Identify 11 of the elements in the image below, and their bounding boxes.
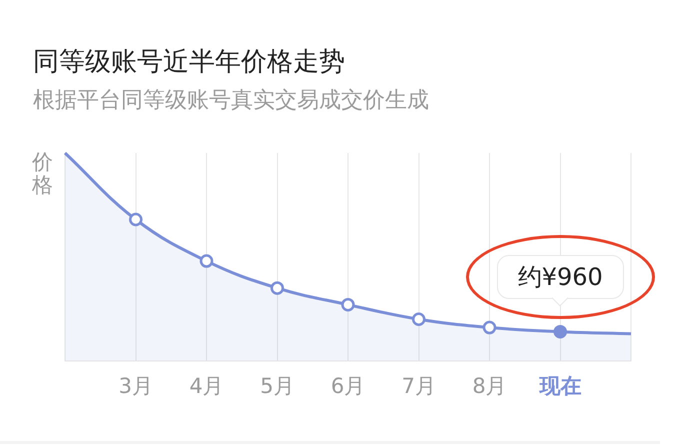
x-tick-label: 3月	[118, 374, 153, 398]
chart-subtitle: 根据平台同等级账号真实交易成交价生成	[33, 87, 429, 115]
annotation: 约¥960	[518, 262, 603, 293]
x-tick-label: 6月	[330, 374, 366, 398]
y-axis-title: 价格	[32, 150, 54, 197]
x-tick-label: 现在	[538, 374, 582, 398]
x-tick-label: 4月	[189, 374, 224, 398]
x-tick-label: 8月	[472, 374, 507, 398]
x-tick-label: 5月	[260, 374, 294, 398]
x-tick-label: 7月	[402, 374, 436, 398]
chart-title: 同等级账号近半年价格走势	[33, 46, 345, 78]
